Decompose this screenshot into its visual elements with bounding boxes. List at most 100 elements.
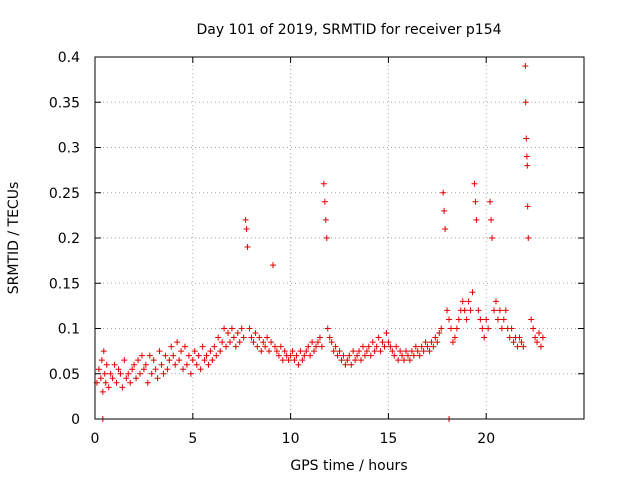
data-point	[228, 325, 235, 332]
data-point	[330, 348, 337, 355]
data-point	[344, 357, 351, 364]
x-tick-label: 15	[379, 431, 397, 447]
data-point	[336, 348, 343, 355]
data-point	[162, 352, 169, 359]
data-point	[523, 153, 530, 160]
data-point	[252, 330, 259, 337]
data-point	[383, 330, 390, 337]
data-point	[316, 334, 323, 341]
data-point	[363, 348, 370, 355]
data-point	[142, 361, 149, 368]
data-point	[440, 189, 447, 196]
data-point	[371, 348, 378, 355]
data-point	[279, 357, 286, 364]
data-point	[391, 352, 398, 359]
data-point	[197, 366, 204, 373]
data-point	[277, 343, 284, 350]
data-point	[138, 352, 145, 359]
data-point	[520, 343, 527, 350]
data-point	[387, 343, 394, 350]
data-point	[230, 334, 237, 341]
data-point	[528, 316, 535, 323]
data-point	[226, 339, 233, 346]
data-point	[420, 348, 427, 355]
data-point	[488, 216, 495, 223]
data-point	[441, 207, 448, 214]
data-point	[105, 384, 112, 391]
data-point	[123, 375, 130, 382]
data-point	[183, 361, 190, 368]
data-point	[215, 334, 222, 341]
data-point	[314, 339, 321, 346]
y-tick-label: 0.25	[49, 186, 80, 202]
data-point	[191, 348, 198, 355]
data-point	[522, 99, 529, 106]
data-point	[446, 316, 453, 323]
data-point	[164, 366, 171, 373]
data-point	[539, 334, 546, 341]
x-tick-label: 0	[91, 431, 100, 447]
data-point	[426, 348, 433, 355]
data-point	[140, 366, 147, 373]
data-point	[348, 361, 355, 368]
data-point	[399, 352, 406, 359]
data-point	[238, 325, 245, 332]
data-point	[205, 361, 212, 368]
y-tick-label: 0.3	[58, 141, 80, 157]
data-point	[172, 361, 179, 368]
data-point	[240, 334, 247, 341]
data-point	[410, 352, 417, 359]
data-point	[447, 325, 454, 332]
data-point	[299, 357, 306, 364]
data-point	[422, 339, 429, 346]
data-point	[430, 343, 437, 350]
data-point	[352, 357, 359, 364]
data-point	[455, 316, 462, 323]
data-point	[223, 343, 230, 350]
data-point	[369, 339, 376, 346]
data-point	[359, 343, 366, 350]
data-point	[487, 198, 494, 205]
data-point	[536, 330, 543, 337]
data-point	[320, 180, 327, 187]
data-point	[305, 343, 312, 350]
x-axis-label: GPS time / hours	[290, 458, 407, 474]
data-point	[467, 307, 474, 314]
data-point	[117, 370, 124, 377]
data-point	[148, 370, 155, 377]
data-point	[95, 366, 102, 373]
data-point	[442, 225, 449, 232]
data-point	[144, 379, 151, 386]
data-point	[475, 307, 482, 314]
data-point	[309, 339, 316, 346]
data-point	[289, 348, 296, 355]
y-axis-label: SRMTID / TECUs	[6, 182, 22, 295]
data-point	[524, 162, 531, 169]
data-point	[350, 348, 357, 355]
data-point	[379, 339, 386, 346]
data-point	[244, 244, 251, 251]
data-point	[111, 361, 118, 368]
data-point	[472, 198, 479, 205]
data-point	[332, 343, 339, 350]
data-point	[313, 343, 320, 350]
data-point	[459, 298, 466, 305]
data-point	[365, 343, 372, 350]
data-point	[322, 216, 329, 223]
data-point	[225, 330, 232, 337]
data-point	[273, 348, 280, 355]
data-point	[465, 298, 472, 305]
data-point	[150, 357, 157, 364]
data-point	[530, 325, 537, 332]
data-point	[180, 366, 187, 373]
data-point	[338, 357, 345, 364]
data-point	[268, 339, 275, 346]
data-point	[174, 339, 181, 346]
data-point	[219, 339, 226, 346]
data-point	[385, 339, 392, 346]
data-point	[510, 339, 517, 346]
data-point	[401, 357, 408, 364]
data-point	[236, 339, 243, 346]
data-point	[356, 348, 363, 355]
data-point	[291, 357, 298, 364]
